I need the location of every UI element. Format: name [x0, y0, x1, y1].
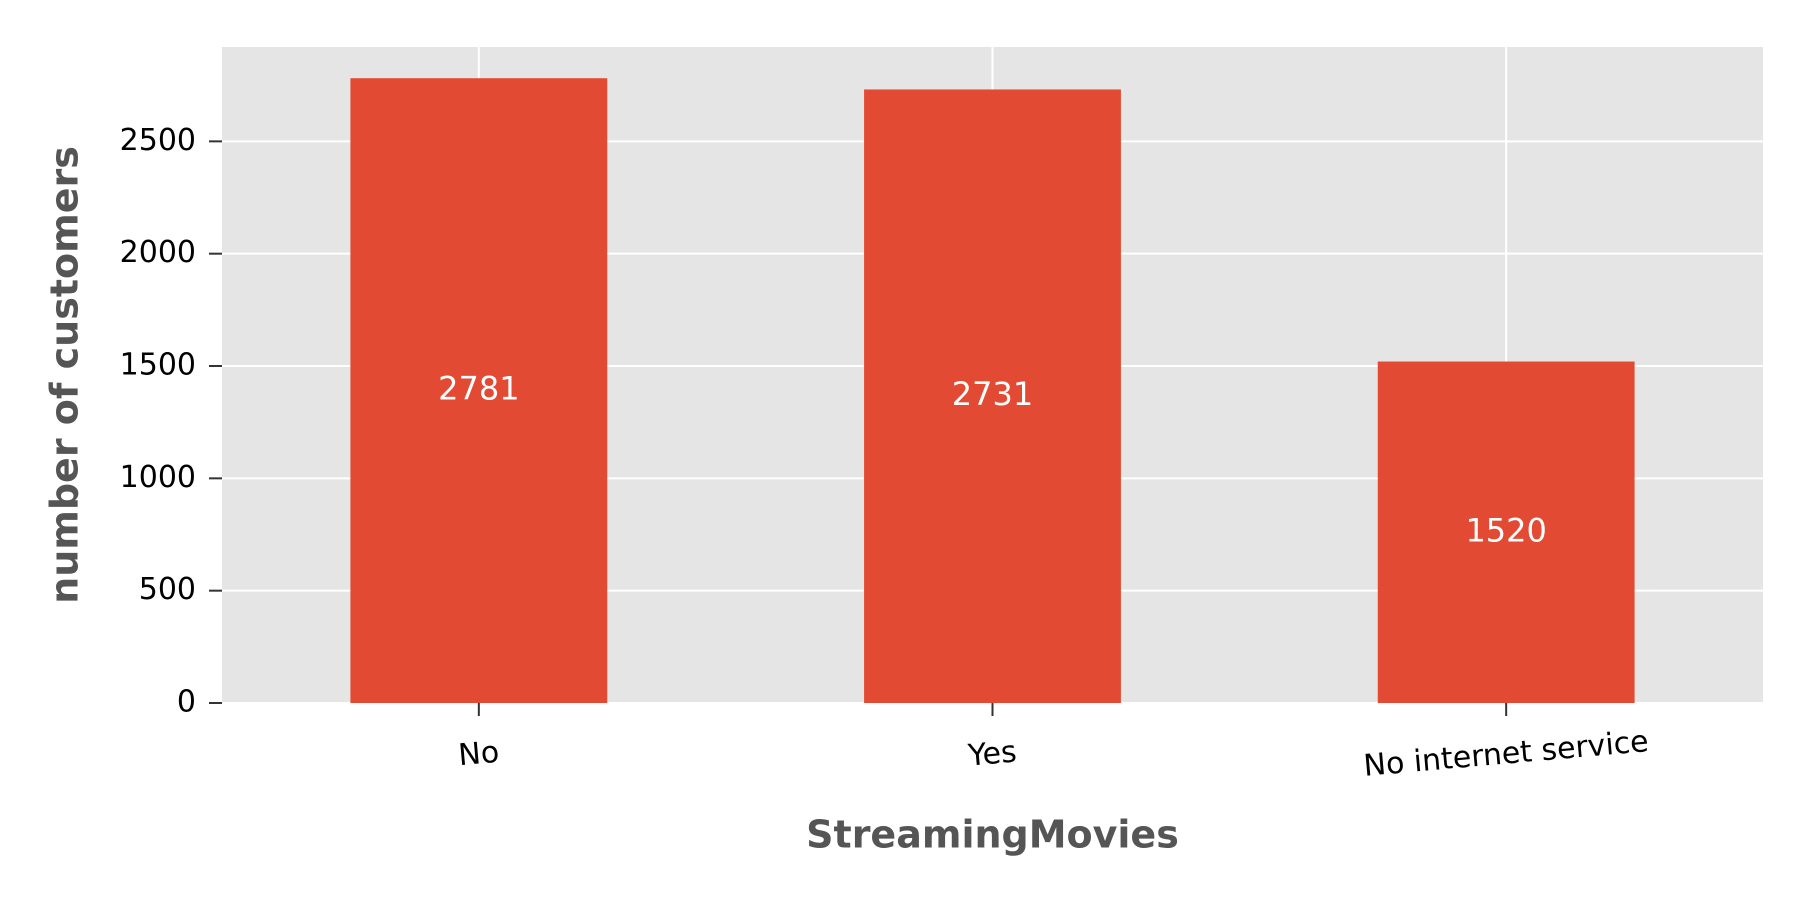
bar-value-label: 2781 [438, 370, 519, 408]
bar-value-label: 2731 [952, 375, 1033, 413]
y-axis-title: number of customers [43, 146, 87, 604]
y-tick-label: 1500 [120, 348, 196, 383]
bar-no-internet-service [1377, 361, 1635, 703]
y-tick-label: 2000 [120, 235, 196, 270]
x-axis-title: StreamingMovies [806, 813, 1179, 857]
bar-yes [864, 89, 1121, 704]
x-tick-label: No internet service [1362, 724, 1650, 784]
bar-value-label: 1520 [1465, 511, 1546, 549]
y-tick-label: 0 [177, 685, 196, 720]
bar-no [350, 78, 608, 703]
y-tick-label: 1000 [120, 460, 196, 495]
y-tick-label: 2500 [120, 123, 196, 158]
x-tick-label: Yes [966, 734, 1018, 773]
y-tick-label: 500 [139, 572, 196, 607]
x-tick-label: No [457, 735, 501, 773]
